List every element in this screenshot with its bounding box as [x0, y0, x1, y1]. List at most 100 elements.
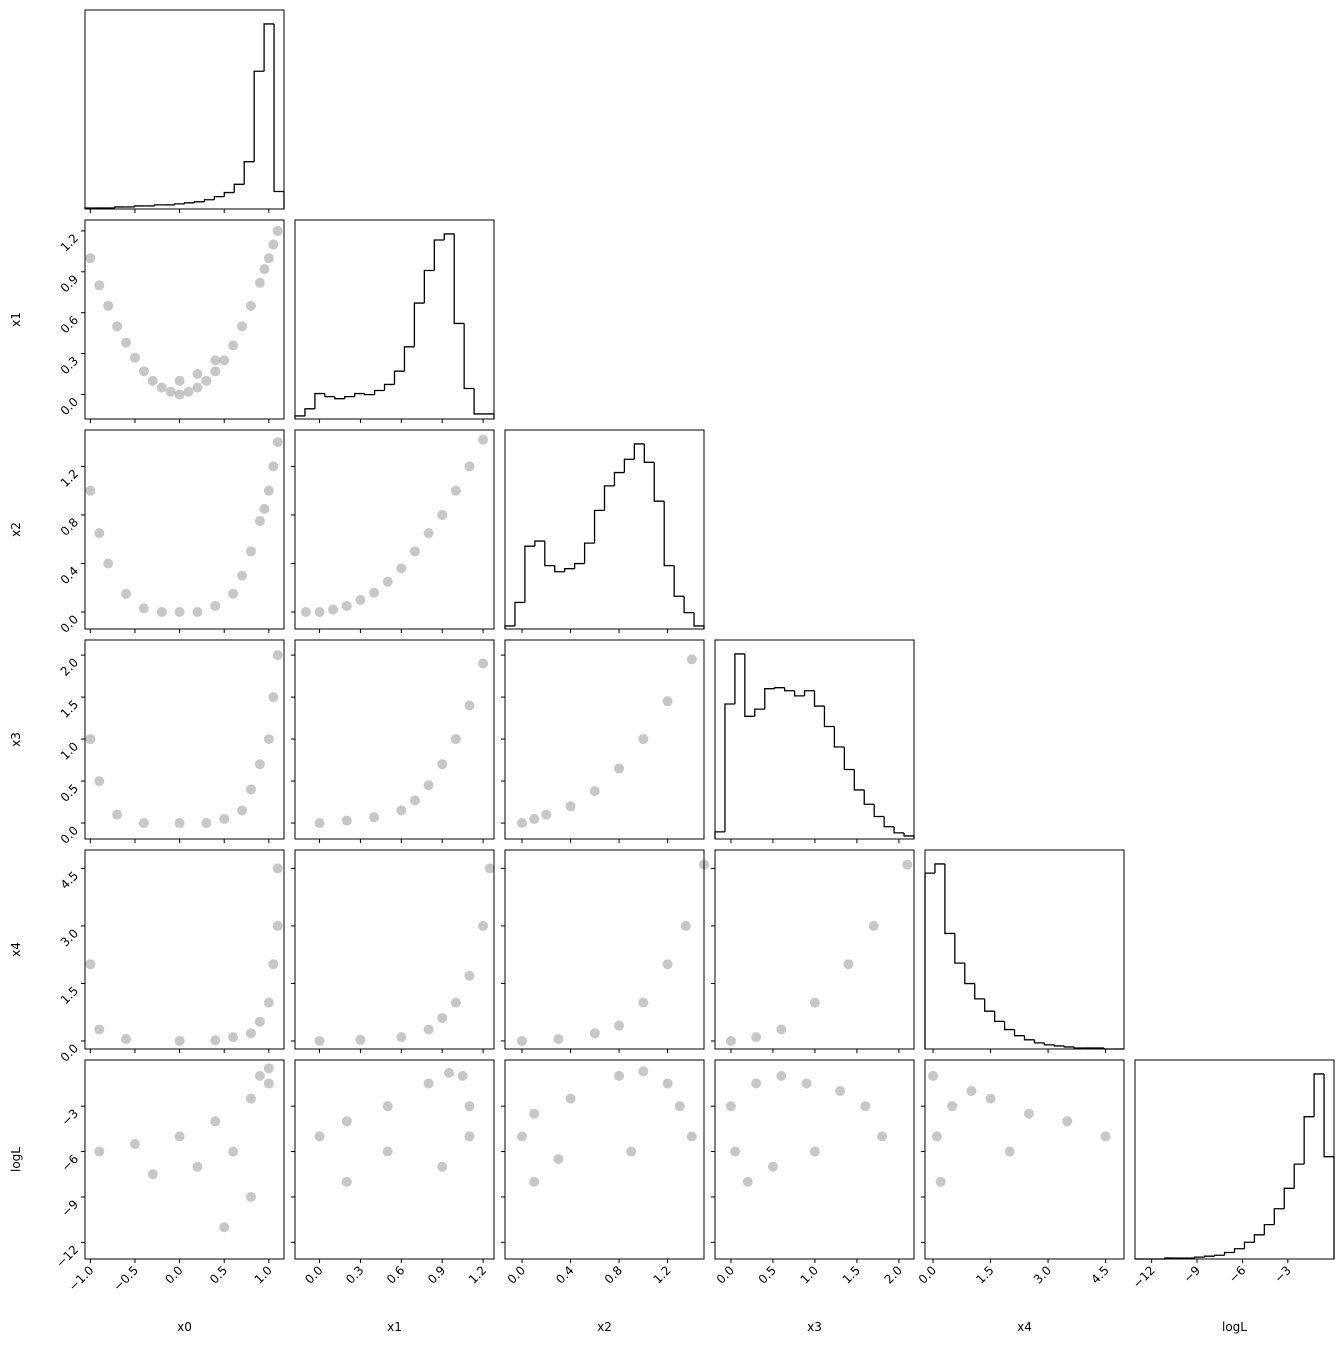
x-tick-label: −3 [1272, 1263, 1294, 1285]
x-tick-label: 0.5 [756, 1263, 779, 1286]
histogram-bin [84, 207, 95, 209]
sample-point [341, 815, 352, 826]
sample-point [478, 920, 489, 931]
sample-point [553, 1154, 564, 1165]
sample-point [1062, 1116, 1073, 1127]
y-axis-label: x2 [9, 522, 23, 537]
histogram-bin [364, 393, 375, 396]
sample-point [263, 997, 274, 1008]
sample-point [444, 1067, 455, 1078]
histogram-bin [243, 161, 255, 185]
sample-point [237, 805, 248, 816]
x-tick-label: −12 [1130, 1263, 1158, 1291]
sample-point [237, 321, 248, 332]
histogram-bin [1213, 1254, 1225, 1257]
sample-point [210, 366, 221, 377]
histogram-bin [183, 202, 195, 204]
histogram-bin [294, 415, 305, 419]
sample-point [423, 528, 434, 539]
histogram-bin [514, 601, 525, 626]
sample-point [138, 603, 149, 614]
histogram-bin [1053, 1044, 1065, 1047]
histogram-bin [253, 70, 265, 162]
histogram-bin [603, 485, 615, 511]
sample-point [263, 1063, 274, 1074]
panel-frame [84, 9, 285, 210]
histogram-bin [1323, 1073, 1335, 1259]
sample-point [254, 516, 265, 527]
x-tick-label: 3.0 [1031, 1263, 1054, 1286]
histogram-bin [613, 471, 625, 486]
panel-frame [84, 429, 285, 630]
sample-point [156, 607, 167, 618]
histogram-bin [1204, 1255, 1215, 1258]
histogram-bin [403, 346, 415, 372]
sample-point [94, 1024, 105, 1035]
histogram-bin [954, 933, 965, 964]
sample-point [156, 382, 167, 393]
sample-point [835, 1086, 846, 1097]
x-axis-label: x4 [1017, 1320, 1032, 1334]
sample-point [165, 386, 176, 397]
histogram-bin [564, 568, 575, 572]
sample-point [450, 485, 461, 496]
panel-frame [84, 1059, 285, 1260]
histogram-bin [273, 23, 285, 209]
histogram-bin [964, 963, 975, 985]
histogram-bin [1194, 1256, 1205, 1259]
sample-point [985, 1093, 996, 1104]
sample-point [314, 818, 325, 829]
histogram-bin [873, 804, 885, 818]
x-tick-label: 0.0 [714, 1263, 737, 1286]
sample-point [450, 734, 461, 745]
sample-point [369, 587, 380, 598]
y-tick-label: 2.0 [58, 655, 81, 678]
sample-point [138, 366, 149, 377]
sample-point [541, 809, 552, 820]
sample-point [860, 1101, 871, 1112]
histogram-bin [974, 983, 985, 1000]
sample-point [809, 1146, 820, 1157]
x-tick-label: 0.0 [162, 1263, 185, 1286]
sample-point [147, 1169, 158, 1180]
histogram-bin [1313, 1073, 1325, 1117]
x-tick-label: 0.0 [302, 1263, 325, 1286]
histogram-bin [154, 204, 165, 206]
histogram-bin [1263, 1223, 1275, 1235]
y-tick-label: 0.6 [58, 313, 81, 336]
histogram-bin [663, 501, 675, 567]
sample-point [341, 1116, 352, 1127]
histogram-bin [213, 196, 225, 200]
sample-point [935, 1176, 946, 1187]
sample-point [341, 600, 352, 611]
sample-point [843, 959, 854, 970]
histogram-bin [203, 199, 215, 202]
histogram-bin [554, 565, 565, 573]
sample-point [245, 784, 256, 795]
sample-point [174, 375, 185, 386]
sample-point [776, 1024, 787, 1035]
histogram-bin [1043, 1042, 1055, 1046]
panel-frame [84, 219, 285, 420]
sample-point [516, 1035, 527, 1046]
x-axis-label: x3 [807, 1320, 822, 1334]
sample-point [516, 1131, 527, 1142]
y-tick-label: 1.5 [58, 697, 81, 720]
y-tick-label: 0.0 [58, 612, 81, 635]
histogram-bin [393, 370, 405, 385]
sample-point [437, 1012, 448, 1023]
histogram-bin [813, 690, 825, 707]
sample-point [328, 604, 339, 615]
histogram-bin [193, 201, 205, 203]
sample-point [478, 434, 489, 445]
sample-point [589, 786, 600, 797]
x-tick-label: −6 [1226, 1263, 1248, 1285]
sample-point [565, 801, 576, 812]
sample-point [396, 563, 407, 574]
histogram-bin [793, 690, 805, 697]
panel-frame [294, 219, 495, 420]
sample-point [192, 369, 203, 380]
histogram-bin [934, 863, 945, 874]
y-axis-label: logL [9, 1147, 23, 1172]
sample-point [245, 546, 256, 557]
